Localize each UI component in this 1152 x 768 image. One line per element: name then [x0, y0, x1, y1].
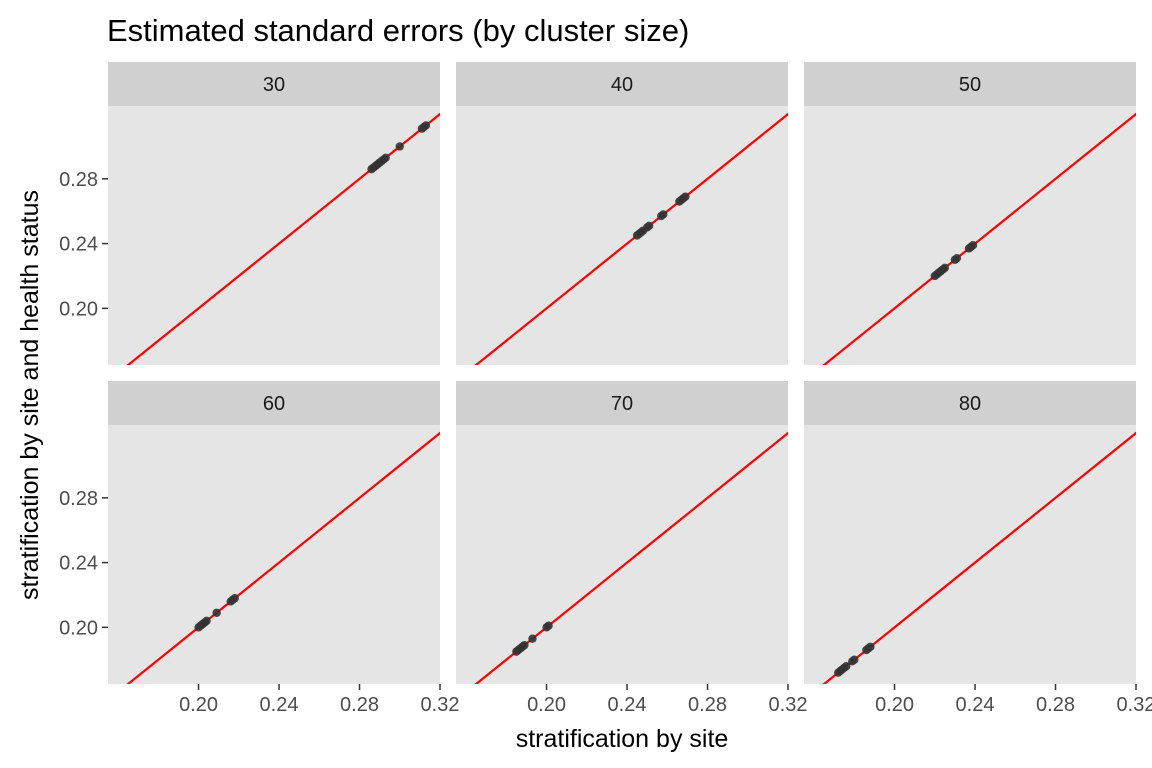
data-point	[381, 153, 390, 162]
panel-background	[456, 106, 788, 365]
facet-strip-label: 60	[263, 393, 285, 415]
y-tick-label: 0.24	[59, 553, 98, 575]
data-point	[681, 192, 690, 201]
x-tick-label: 0.24	[608, 694, 647, 716]
data-point	[850, 655, 859, 664]
facet-panel-30: 30 0.20 0.24 0.28	[59, 62, 440, 365]
y-tick-label: 0.28	[59, 169, 98, 191]
x-tick-label: 0.28	[688, 694, 727, 716]
facet-strip-label: 40	[611, 74, 633, 96]
data-point	[202, 616, 211, 626]
data-point	[421, 121, 431, 130]
panel-background	[804, 106, 1136, 365]
facet-panel-50: 50	[804, 62, 1136, 365]
data-point	[968, 241, 978, 250]
y-tick-label: 0.28	[59, 488, 98, 510]
data-point	[940, 263, 950, 273]
x-tick-label: 0.20	[527, 694, 566, 716]
x-tick-label: 0.32	[1117, 694, 1152, 716]
panel-background	[804, 425, 1136, 684]
data-point	[230, 594, 239, 603]
facet-strip	[456, 381, 788, 425]
facet-grid: 30 0.20 0.24 0.28 40 50 60 0.20 0.24 0.28 0.20 0.24…	[59, 62, 1152, 716]
data-point	[644, 221, 654, 230]
facet-panel-70: 70 0.20 0.24 0.28 0.32	[456, 381, 808, 716]
data-point	[212, 608, 221, 617]
data-point	[544, 621, 553, 630]
data-point	[395, 142, 404, 151]
chart-title: Estimated standard errors (by cluster si…	[107, 13, 689, 48]
facet-strip-label: 50	[959, 74, 981, 96]
x-axis-title: stratification by site	[516, 725, 729, 753]
x-tick-label: 0.24	[260, 694, 299, 716]
reference-line	[474, 112, 788, 365]
facet-strip	[456, 62, 788, 106]
y-axis-title: stratification by site and health status	[16, 190, 44, 600]
reference-line	[126, 112, 440, 365]
x-tick-label: 0.32	[769, 694, 808, 716]
reference-line	[822, 431, 1136, 684]
data-point	[659, 210, 668, 219]
x-tick-label: 0.28	[1036, 694, 1075, 716]
y-tick-label: 0.20	[59, 617, 98, 639]
x-tick-label: 0.32	[421, 694, 460, 716]
data-point	[952, 253, 962, 263]
panel-background	[108, 106, 440, 365]
x-tick-label: 0.24	[956, 694, 995, 716]
facet-strip	[804, 381, 1136, 425]
facet-panel-40: 40	[456, 62, 788, 365]
x-tick-label: 0.28	[340, 694, 379, 716]
facet-panel-60: 60 0.20 0.24 0.28 0.20 0.24 0.28 0.32	[59, 381, 460, 716]
facet-panel-80: 80 0.20 0.24 0.28 0.32	[804, 381, 1152, 716]
facet-strip-label: 30	[263, 74, 285, 96]
y-tick-label: 0.24	[59, 234, 98, 256]
data-point	[842, 661, 851, 671]
panel-background	[456, 425, 788, 684]
x-tick-label: 0.20	[875, 694, 914, 716]
facet-strip-label: 70	[611, 393, 633, 415]
reference-line	[126, 431, 440, 684]
facet-strip-label: 80	[959, 393, 981, 415]
facet-strip	[804, 62, 1136, 106]
panel-background	[108, 425, 440, 684]
x-tick-label: 0.20	[179, 694, 218, 716]
y-tick-label: 0.20	[59, 298, 98, 320]
facet-strip	[108, 62, 440, 106]
facet-strip	[108, 381, 440, 425]
data-point	[866, 642, 875, 651]
reference-line	[474, 431, 788, 684]
data-point	[528, 634, 537, 643]
data-point	[520, 640, 529, 650]
